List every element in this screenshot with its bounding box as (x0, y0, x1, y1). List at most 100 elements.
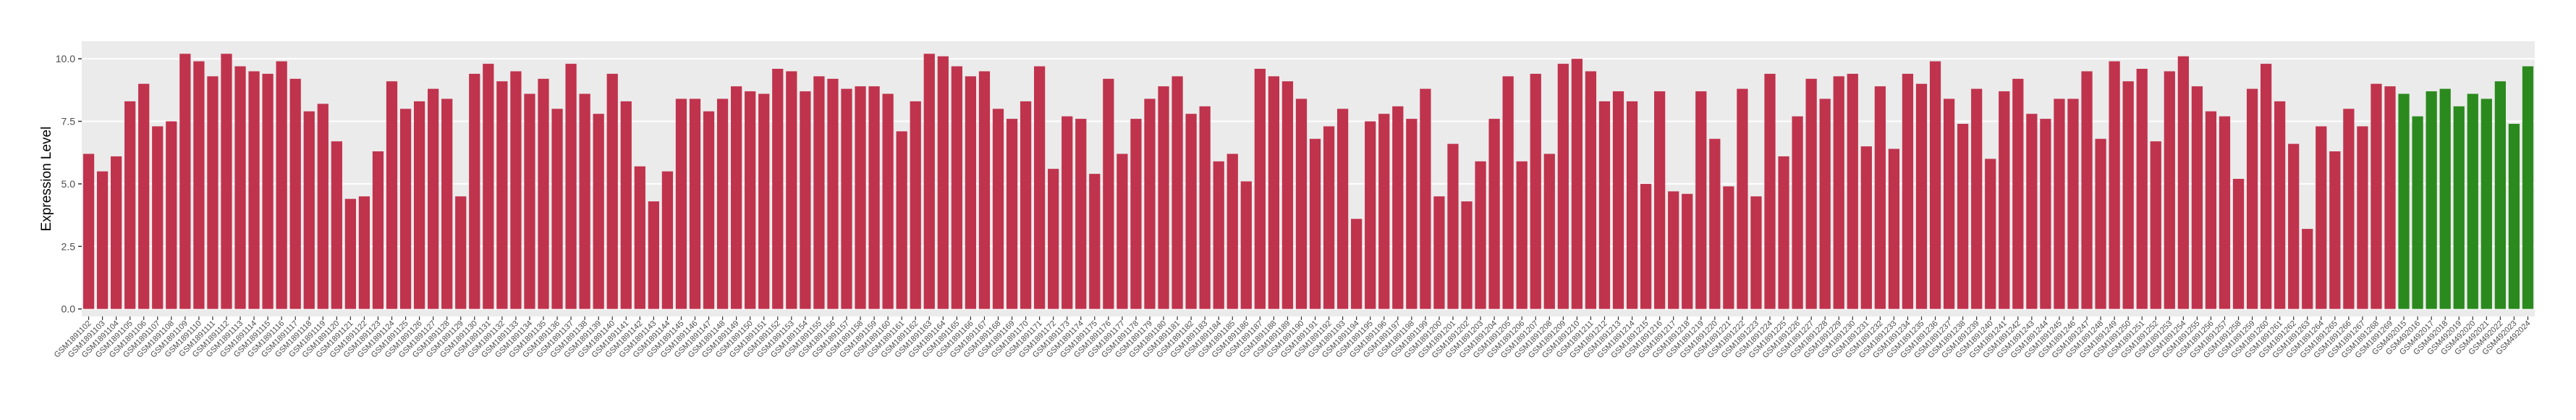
bar (193, 61, 205, 309)
bar (483, 64, 494, 309)
bar (82, 154, 95, 309)
bar (2054, 98, 2065, 309)
bar (234, 66, 246, 309)
bar (1475, 161, 1486, 309)
bar (262, 73, 274, 309)
bar (2246, 88, 2258, 309)
bar (868, 86, 880, 309)
bar (1902, 73, 1914, 309)
bar (303, 111, 315, 309)
bar (1075, 119, 1087, 309)
bar (579, 93, 590, 309)
bar (689, 98, 701, 309)
bar (1365, 121, 1376, 309)
bar (937, 56, 949, 309)
bar (2040, 119, 2051, 309)
bar (2081, 71, 2093, 309)
bar (648, 201, 659, 309)
bar (2109, 61, 2120, 309)
bar (2191, 86, 2203, 309)
bar (2316, 126, 2327, 309)
bar (1957, 124, 1969, 309)
y-axis-label: Expression Level (39, 127, 54, 232)
bar (1336, 109, 1349, 309)
bar (344, 198, 356, 309)
bar (1668, 191, 1679, 309)
bar (1723, 186, 1734, 309)
bar (2412, 116, 2423, 309)
bar (1585, 71, 1597, 309)
bar (565, 64, 577, 309)
bar (2012, 78, 2024, 309)
bar (289, 78, 301, 309)
bar (2425, 91, 2437, 309)
bar (221, 54, 232, 309)
bar (1557, 64, 1569, 309)
bar (675, 98, 687, 309)
bar (1654, 91, 1666, 309)
bar (358, 196, 370, 309)
bar (2508, 124, 2520, 309)
bar (551, 109, 563, 309)
bar (606, 73, 618, 309)
bar (2067, 98, 2079, 309)
bar (1819, 98, 1831, 309)
bar (2439, 88, 2451, 309)
bar (1598, 101, 1611, 309)
bar (731, 86, 742, 309)
bar (399, 109, 412, 309)
bar (2384, 86, 2396, 309)
bar (496, 81, 508, 309)
bar (855, 86, 866, 309)
bar (896, 131, 907, 309)
bar (2302, 229, 2313, 309)
bar (2522, 66, 2534, 309)
bar (1185, 114, 1197, 309)
bar (965, 76, 977, 309)
bar (1406, 119, 1418, 309)
bar (2026, 114, 2038, 309)
bar (166, 121, 177, 309)
bar (1737, 88, 1748, 309)
bar (772, 69, 784, 309)
bar (1682, 193, 1693, 309)
bar (2122, 81, 2134, 309)
bar (2136, 69, 2148, 309)
bar (634, 166, 645, 309)
bar (317, 104, 329, 309)
bar (1378, 114, 1390, 309)
bar (1062, 116, 1073, 309)
bar (1351, 219, 1363, 309)
bar (2453, 106, 2465, 309)
bar (2219, 116, 2231, 309)
bar (1888, 148, 1900, 309)
bar (813, 76, 825, 309)
bar (331, 141, 342, 309)
bar (1750, 196, 1762, 309)
bar (110, 156, 122, 309)
bar (1392, 106, 1404, 309)
bar (1999, 91, 2010, 309)
bar (1103, 78, 1114, 309)
bar (2177, 56, 2189, 309)
bar (661, 171, 674, 309)
bar (1971, 88, 1983, 309)
bar (745, 91, 756, 309)
bar (2494, 81, 2507, 309)
bar (786, 71, 797, 309)
bar (1199, 106, 1211, 309)
bar (2095, 138, 2106, 309)
bar (1530, 73, 1541, 309)
y-tick-label: 7.5 (62, 116, 76, 127)
bar (1571, 59, 1583, 309)
bar (593, 114, 604, 309)
bar (1268, 76, 1280, 309)
bar (1612, 91, 1624, 309)
bar (1985, 159, 1996, 309)
bar (1461, 201, 1473, 309)
bar (716, 98, 729, 309)
bar (827, 78, 839, 309)
bar (1309, 138, 1321, 309)
bar (1915, 83, 1928, 309)
y-tick-label: 10.0 (56, 53, 75, 64)
